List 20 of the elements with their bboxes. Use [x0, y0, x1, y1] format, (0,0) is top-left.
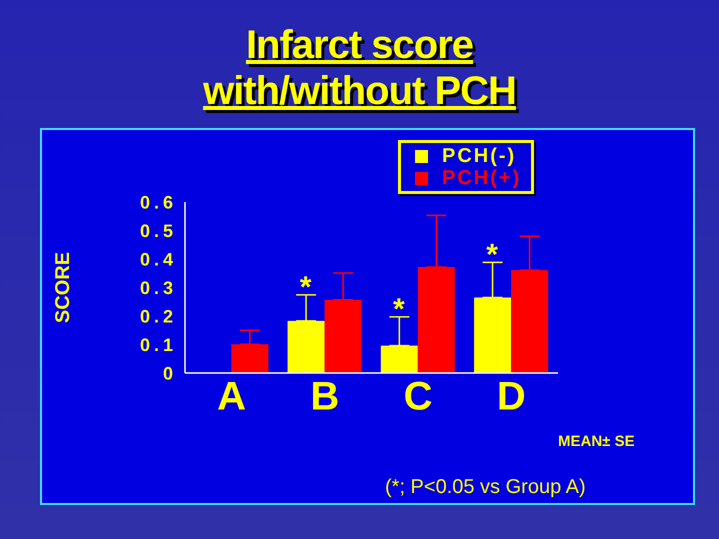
legend-label: PCH(-) [441, 145, 518, 167]
x-tick-label: D [496, 374, 526, 418]
chart-title: Infarct score with/without PCH [202, 22, 517, 114]
annotation: * [300, 270, 312, 304]
y-axis-title: SCORE [52, 252, 74, 324]
legend-label: PCH(+) [441, 167, 522, 189]
y-tick-label: 0.6 [140, 192, 177, 212]
y-tick-label: 0.4 [140, 249, 177, 270]
text: (*; P<0.05 vs Group A) [385, 476, 586, 499]
text: MEAN± SE [558, 433, 635, 450]
annotation: * [486, 238, 498, 272]
x-tick-label: A [217, 374, 246, 418]
y-tick-label: 0.3 [140, 278, 177, 298]
x-tick-label: B [310, 374, 340, 418]
annotation: * [393, 292, 406, 326]
y-tick-label: 0 [162, 363, 177, 384]
y-tick-label: 0.2 [140, 306, 177, 326]
y-tick-label: 0.5 [140, 220, 177, 241]
x-tick-label: C [404, 374, 433, 418]
y-tick-label: 0.1 [140, 334, 177, 355]
